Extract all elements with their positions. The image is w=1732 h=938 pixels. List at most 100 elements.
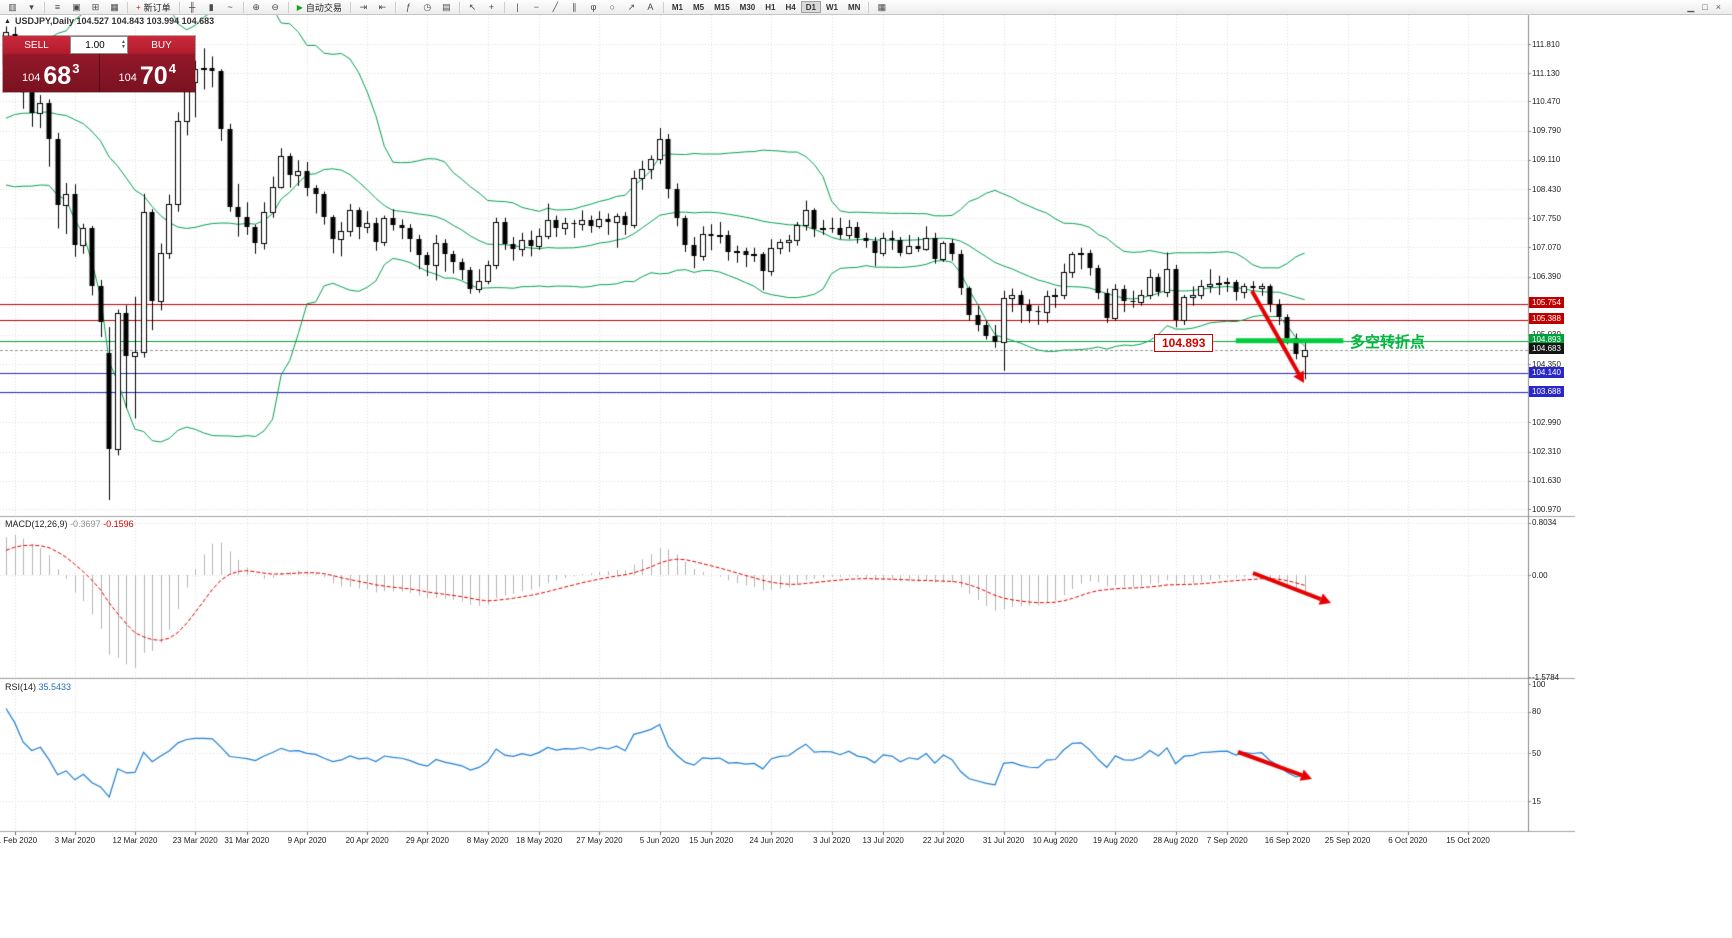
templates-icon[interactable]: ▤: [442, 1, 451, 12]
date-axis-label: 27 May 2020: [576, 836, 623, 845]
rsi-axis-label: 80: [1532, 707, 1541, 717]
price-axis-label: 107.750: [1532, 213, 1561, 223]
channel-icon[interactable]: ∥: [572, 1, 577, 12]
new-order-button-label: 新订单: [143, 2, 171, 13]
buy-price-button[interactable]: 104 70 4: [100, 54, 196, 92]
pivot-annotation[interactable]: 多空转折点: [1350, 334, 1426, 351]
horizontal-line-icon[interactable]: −: [533, 2, 539, 12]
price-axis-label: 107.070: [1532, 242, 1561, 252]
date-axis-label: 5 Jun 2020: [639, 836, 680, 845]
timeframe-h1-button[interactable]: H1: [765, 3, 776, 12]
data-window-icon[interactable]: ▣: [72, 1, 81, 12]
close-button[interactable]: ×: [1715, 1, 1721, 12]
zoom-out-icon[interactable]: ⊖: [271, 1, 279, 12]
new-chart-icon[interactable]: ▥: [8, 1, 17, 12]
chart-title: USDJPY,Daily 104.527 104.843 103.994 104…: [15, 16, 215, 26]
price-callout[interactable]: 104.893: [1154, 334, 1214, 352]
toolbar-separator: [178, 1, 180, 13]
sell-price-button[interactable]: 104 68 3: [3, 54, 100, 92]
timeframe-m1-button[interactable]: M1: [671, 3, 683, 12]
rsi-axis-label: 50: [1532, 748, 1541, 758]
new-order-button-icon: +: [136, 2, 141, 12]
vertical-line-icon[interactable]: |: [516, 2, 519, 12]
volume-input[interactable]: 1.00 ▲ ▼: [70, 36, 128, 54]
price-axis-label: 102.310: [1532, 447, 1561, 457]
date-axis-label: 24 Jun 2020: [749, 836, 794, 845]
date-axis-label: 18 May 2020: [516, 836, 563, 845]
toolbar-separator: [503, 1, 505, 13]
text-object-icon[interactable]: A: [647, 2, 654, 12]
timeframe-d1-button[interactable]: D1: [800, 1, 821, 13]
timeframe-m30-button[interactable]: M30: [739, 3, 756, 12]
market-watch-icon[interactable]: ≡: [54, 2, 61, 12]
price-axis-flag: 105.388: [1529, 313, 1564, 324]
buy-price-prefix: 104: [118, 72, 137, 84]
navigator-icon[interactable]: ⊞: [91, 1, 100, 12]
ellipse-tool-icon[interactable]: ○: [609, 2, 616, 12]
rsi-indicator-label: RSI(14) 35.5433: [5, 682, 71, 692]
fibonacci-icon[interactable]: φ: [590, 2, 597, 12]
price-axis-flag: 104.893: [1529, 334, 1564, 346]
price-axis-label: 109.110: [1532, 155, 1561, 165]
price-axis-flag: 105.754: [1529, 297, 1564, 309]
timeframe-h4-button[interactable]: H4: [785, 3, 796, 12]
indicators-icon[interactable]: ƒ: [405, 2, 411, 12]
price-axis-flag: 104.140: [1529, 366, 1564, 378]
price-axis-label: 109.790: [1532, 126, 1561, 136]
restore-button[interactable]: □: [1702, 1, 1708, 12]
date-axis-label: 12 Mar 2020: [112, 836, 158, 845]
periods-icon[interactable]: ◷: [423, 1, 432, 12]
trendline-icon[interactable]: ╱: [552, 1, 559, 12]
date-axis-label: 6 Oct 2020: [1388, 836, 1428, 845]
date-axis-label: 13 Jul 2020: [862, 836, 904, 845]
toolbar: ▥ ▾ ≡ ▣ ⊞ ▦ + 新订单 ╫ ▮ ~ ⊕ ⊖ ▶ 自动交易 ⇥ ⇤ ƒ ◷ ▤ ↖ + | − ╱ ∥ φ ○ ↗ A M1 M5 M…: [0, 0, 1732, 15]
date-axis-label: 29 Apr 2020: [405, 836, 449, 845]
date-axis-label: 23 Mar 2020: [172, 836, 218, 845]
terminal-icon[interactable]: ▦: [110, 1, 119, 12]
chart-profiles-icon[interactable]: ▾: [29, 1, 34, 12]
toolbar-separator: [349, 1, 351, 13]
auto-scroll-icon[interactable]: ⇥: [359, 1, 368, 12]
chart-shift-icon[interactable]: ⇤: [378, 1, 387, 12]
line-chart-icon[interactable]: ~: [227, 2, 233, 12]
date-axis-label: 31 Mar 2020: [224, 836, 270, 845]
sell-button[interactable]: SELL: [3, 36, 70, 54]
toolbar-separator: [394, 1, 396, 13]
zoom-in-icon[interactable]: ⊕: [252, 1, 260, 12]
macd-axis-label: 0.00: [1532, 570, 1548, 580]
volume-spinner-icon[interactable]: ▲ ▼: [121, 39, 126, 50]
date-axis-label: 7 Sep 2020: [1206, 836, 1248, 845]
price-axis-label: 106.390: [1532, 272, 1561, 282]
crosshair-icon[interactable]: +: [488, 2, 494, 12]
price-axis-label: 101.630: [1532, 476, 1561, 486]
tile-windows-icon[interactable]: ▦: [877, 1, 887, 12]
sell-price-prefix: 104: [22, 72, 41, 84]
macd-axis-label: 0.8034: [1532, 518, 1557, 528]
timeframe-mn-button[interactable]: MN: [847, 3, 861, 12]
date-axis-label: 3 Mar 2020: [54, 836, 96, 845]
buy-button[interactable]: BUY: [128, 36, 195, 54]
toolbar-separator: [868, 1, 870, 13]
toolbar-separator: [662, 1, 664, 13]
timeframe-m15-button[interactable]: M15: [714, 3, 730, 12]
candlestick-chart-icon[interactable]: ▮: [208, 1, 214, 12]
macd-axis-label: -1.5784: [1532, 672, 1560, 682]
price-axis-label: 111.130: [1532, 68, 1560, 78]
timeframe-m5-button[interactable]: M5: [692, 3, 705, 12]
new-order-button[interactable]: + 新订单: [131, 1, 176, 14]
buy-price-sup: 4: [168, 61, 176, 76]
bar-chart-icon[interactable]: ╫: [188, 2, 196, 12]
date-axis-label: 15 Jun 2020: [689, 836, 734, 845]
rsi-value: 35.5433: [38, 682, 72, 692]
toolbar-separator: [287, 1, 289, 13]
price-axis-label: 102.990: [1532, 417, 1561, 427]
one-click-collapse-icon[interactable]: ▲: [4, 18, 11, 25]
price-axis-label: 108.430: [1532, 184, 1561, 194]
arrow-object-icon[interactable]: ↗: [627, 1, 636, 12]
minimize-button[interactable]: ▁: [1687, 1, 1695, 12]
cursor-icon[interactable]: ↖: [468, 1, 477, 12]
autotrading-button[interactable]: ▶ 自动交易: [292, 1, 347, 14]
timeframe-w1-button[interactable]: W1: [825, 3, 838, 12]
